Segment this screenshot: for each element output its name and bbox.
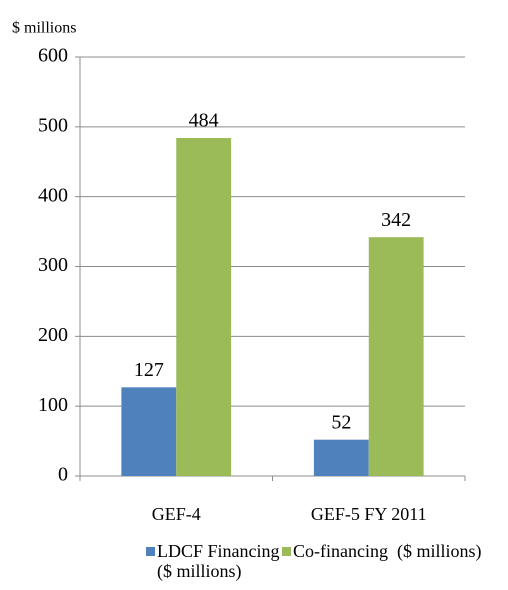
y-tick-label: 600 [38, 45, 68, 67]
bar [121, 387, 177, 476]
bar [176, 138, 232, 477]
data-label: 127 [134, 359, 164, 381]
bar [368, 237, 424, 476]
y-tick-label: 400 [38, 184, 68, 206]
legend-label: Co-financing ($ millions) [293, 541, 482, 561]
legend-label: LDCF Financing ($ millions) [157, 541, 280, 581]
x-tick-label: GEF-4 [152, 504, 201, 524]
data-label: 484 [189, 110, 219, 132]
y-tick-label: 200 [38, 324, 68, 346]
legend-item: Co-financing ($ millions) [282, 541, 508, 561]
y-tick-label: 300 [38, 254, 68, 276]
legend-swatch [146, 547, 155, 556]
y-tick-label: 100 [38, 394, 68, 416]
y-tick-label: 0 [58, 464, 68, 486]
data-label: 52 [331, 411, 351, 433]
legend-swatch [282, 547, 291, 556]
bar [313, 439, 369, 476]
x-tick-label: GEF-5 FY 2011 [311, 504, 427, 524]
y-axis-label: $ millions [12, 20, 76, 37]
y-tick-label: 500 [38, 114, 68, 136]
legend-item: LDCF Financing ($ millions) [146, 541, 285, 581]
data-label: 342 [381, 209, 411, 231]
